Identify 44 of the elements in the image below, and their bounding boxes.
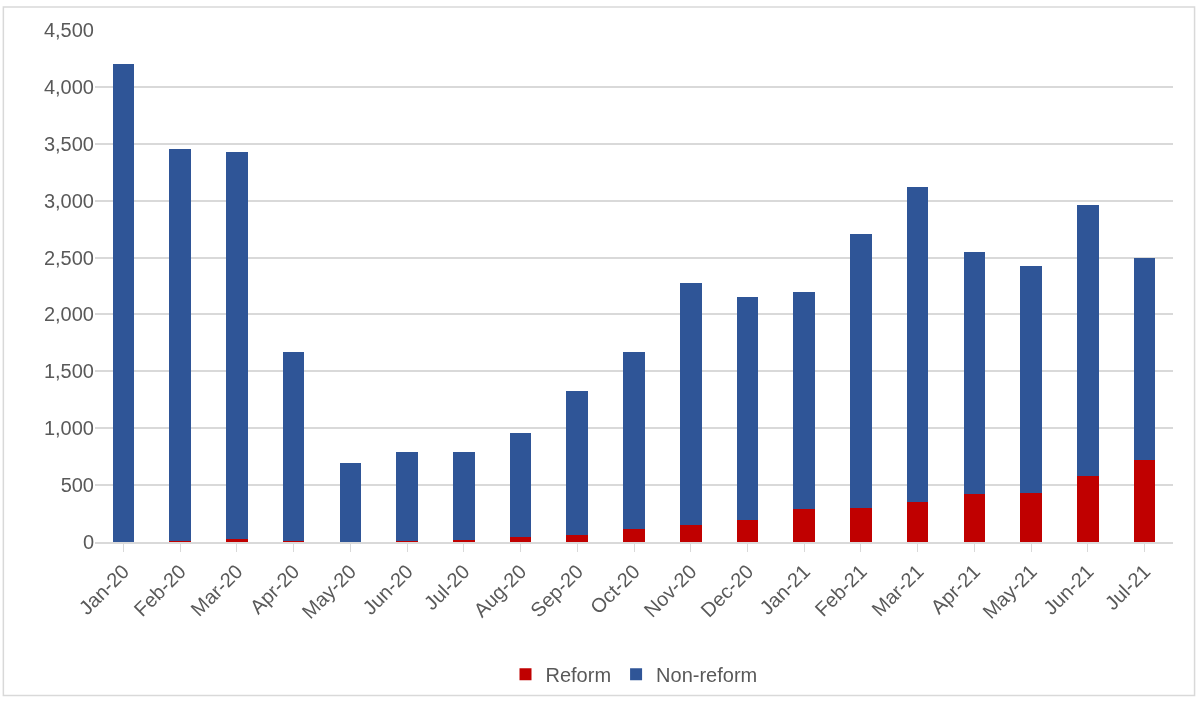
bar	[736, 520, 759, 542]
bar	[679, 524, 702, 542]
bar	[453, 539, 475, 542]
y-tick-label: 1,500	[43, 360, 94, 383]
bar	[169, 149, 191, 542]
y-tick-label: 0	[82, 531, 94, 553]
bar	[453, 452, 475, 540]
bar	[793, 509, 815, 542]
bar	[793, 292, 815, 509]
bar	[112, 64, 135, 542]
legend-label: Non-reform	[656, 663, 758, 686]
y-tick-label: 2,500	[43, 246, 94, 269]
bar	[1133, 460, 1156, 542]
bar	[282, 351, 305, 542]
bar	[509, 536, 532, 542]
y-tick-label: 500	[60, 474, 94, 497]
bar	[850, 508, 872, 542]
bar	[1077, 476, 1099, 542]
bar	[396, 452, 418, 542]
y-tick-label: 4,000	[43, 75, 94, 98]
bar	[339, 462, 362, 542]
bar	[1020, 266, 1042, 493]
y-tick-label: 3,000	[43, 189, 94, 212]
bar	[623, 351, 645, 530]
bar	[679, 283, 702, 525]
bar	[566, 390, 589, 536]
bar	[1020, 492, 1042, 542]
bar	[736, 297, 759, 521]
bar	[850, 233, 872, 509]
bar	[623, 529, 645, 542]
bar	[226, 151, 248, 539]
y-tick-label: 3,500	[43, 132, 94, 155]
y-tick-label: 2,000	[43, 303, 94, 326]
legend-label: Reform	[545, 663, 612, 686]
bar	[906, 501, 929, 542]
bar	[566, 535, 589, 542]
bar	[963, 494, 986, 542]
bar	[1077, 204, 1099, 477]
bar	[509, 433, 532, 537]
bar	[1133, 257, 1156, 461]
y-tick-label: 1,000	[43, 417, 94, 440]
y-tick-label: 4,500	[43, 19, 94, 41]
bar	[963, 251, 986, 495]
bar	[906, 187, 929, 502]
